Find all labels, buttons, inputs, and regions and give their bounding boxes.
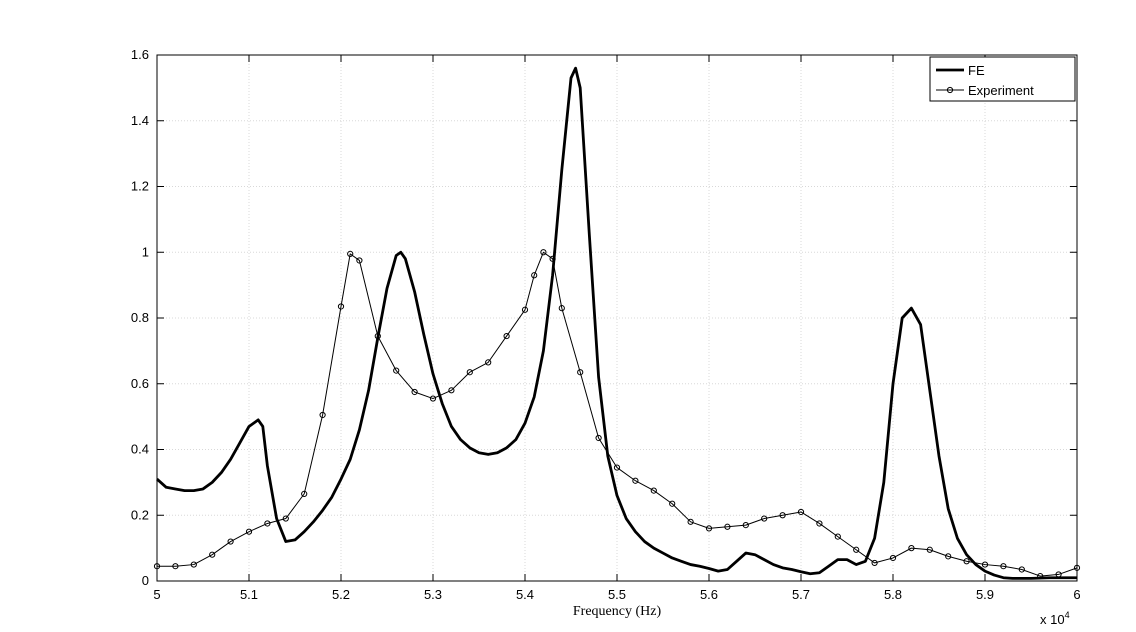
x-tick-label: 5.9 bbox=[976, 587, 994, 602]
data-point bbox=[411, 388, 418, 396]
data-point bbox=[816, 520, 823, 527]
data-point bbox=[245, 528, 253, 535]
x-tick-label: 5.8 bbox=[884, 587, 902, 602]
legend-label: Experiment bbox=[968, 83, 1034, 98]
data-point bbox=[485, 359, 492, 366]
data-point bbox=[797, 508, 805, 516]
y-tick-label: 0 bbox=[142, 573, 149, 588]
x-tick-label: 5.1 bbox=[240, 587, 258, 602]
data-point bbox=[172, 563, 179, 570]
data-point bbox=[448, 387, 455, 394]
x-tick-label: 5.6 bbox=[700, 587, 718, 602]
data-point bbox=[301, 490, 308, 497]
data-point bbox=[319, 411, 326, 419]
data-point bbox=[466, 369, 473, 376]
data-point bbox=[687, 518, 694, 525]
y-tick-label: 0.8 bbox=[131, 310, 149, 325]
data-point bbox=[521, 306, 529, 313]
x-multiplier-exponent: 4 bbox=[1065, 610, 1070, 620]
data-point bbox=[209, 551, 216, 558]
y-tick-label: 1.4 bbox=[131, 113, 149, 128]
data-point bbox=[963, 558, 970, 565]
data-point bbox=[705, 525, 713, 532]
data-point bbox=[540, 249, 547, 256]
data-point bbox=[853, 546, 860, 553]
data-point bbox=[779, 512, 786, 519]
x-multiplier: x 104 bbox=[1040, 610, 1070, 627]
data-point bbox=[190, 561, 197, 568]
data-point bbox=[549, 255, 556, 262]
data-point bbox=[632, 477, 639, 484]
data-point bbox=[871, 559, 878, 567]
data-point bbox=[834, 533, 841, 540]
legend-marker bbox=[946, 86, 954, 94]
plot-frame bbox=[156, 54, 1078, 582]
x-tick-label: 5 bbox=[153, 587, 160, 602]
y-tick-label: 0.2 bbox=[131, 507, 149, 522]
data-point bbox=[1055, 571, 1062, 578]
data-point bbox=[503, 332, 510, 340]
y-tick-label: 0.6 bbox=[131, 376, 149, 391]
data-point bbox=[558, 305, 565, 312]
data-point bbox=[761, 515, 768, 522]
data-point bbox=[926, 546, 933, 553]
series-line bbox=[157, 251, 1078, 577]
data-point bbox=[1073, 564, 1081, 571]
data-point bbox=[981, 561, 989, 568]
x-tick-label: 6 bbox=[1073, 587, 1080, 602]
data-point bbox=[595, 434, 602, 442]
data-point bbox=[227, 538, 234, 545]
data-point bbox=[356, 257, 363, 264]
data-point bbox=[1000, 563, 1007, 570]
data-point bbox=[337, 303, 345, 310]
data-point bbox=[429, 395, 437, 402]
data-point bbox=[282, 515, 289, 522]
data-point bbox=[945, 553, 952, 560]
x-axis-label: Frequency (Hz) bbox=[573, 604, 662, 619]
legend-label: FE bbox=[968, 63, 985, 78]
x-tick-label: 5.7 bbox=[792, 587, 810, 602]
data-point bbox=[393, 367, 400, 374]
data-point bbox=[577, 369, 584, 376]
data-point bbox=[374, 332, 381, 340]
y-tick-label: 1.6 bbox=[131, 47, 149, 62]
data-point bbox=[153, 563, 161, 570]
y-tick-label: 1.2 bbox=[131, 179, 149, 194]
data-point bbox=[650, 487, 657, 494]
y-tick-label: 1 bbox=[142, 244, 149, 259]
data-point bbox=[531, 272, 538, 279]
data-point bbox=[1018, 566, 1025, 573]
series-line bbox=[156, 66, 1077, 580]
data-point bbox=[613, 464, 621, 471]
data-point bbox=[1037, 572, 1044, 580]
x-tick-label: 5.4 bbox=[516, 587, 534, 602]
data-point bbox=[908, 545, 915, 552]
y-tick-label: 0.4 bbox=[131, 442, 149, 457]
x-tick-label: 5.3 bbox=[424, 587, 442, 602]
x-multiplier-base: x 10 bbox=[1040, 612, 1065, 627]
data-point bbox=[347, 250, 354, 257]
legend-box bbox=[929, 56, 1076, 102]
data-point bbox=[264, 520, 271, 527]
x-tick-label: 5.5 bbox=[608, 587, 626, 602]
data-point bbox=[889, 554, 897, 562]
data-point bbox=[742, 522, 749, 529]
data-point bbox=[669, 500, 676, 507]
data-point bbox=[724, 523, 731, 530]
x-tick-label: 5.2 bbox=[332, 587, 350, 602]
